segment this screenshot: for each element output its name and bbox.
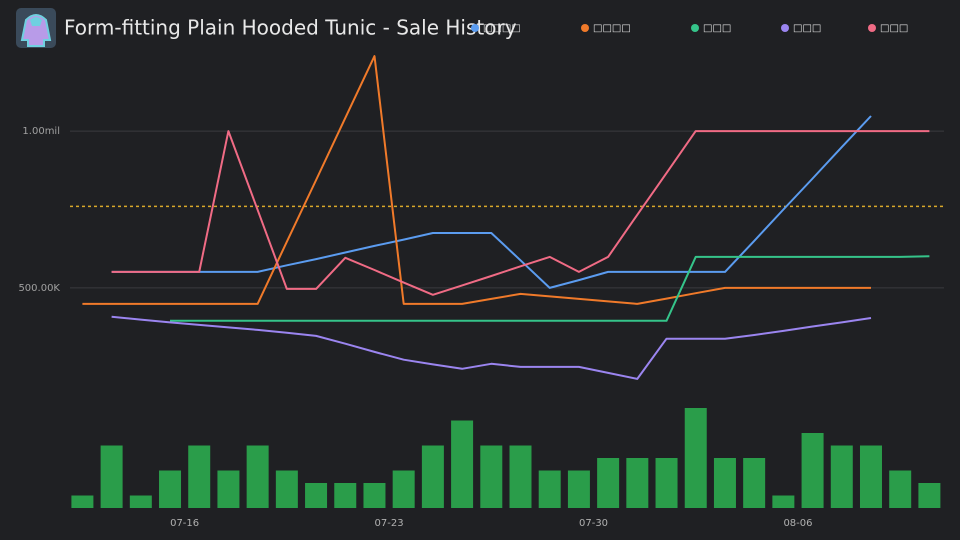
- legend-marker: [691, 24, 699, 32]
- volume-bar: [889, 470, 912, 508]
- volume-bar: [918, 483, 941, 508]
- volume-bar: [655, 458, 678, 508]
- y-tick-label: 500.00K: [18, 283, 60, 294]
- volume-bar: [801, 433, 824, 508]
- volume-bar: [509, 445, 532, 508]
- chart-title: Form-fitting Plain Hooded Tunic - Sale H…: [64, 16, 517, 40]
- volume-bar: [684, 408, 707, 508]
- volume-bar: [743, 458, 766, 508]
- volume-bar: [246, 445, 269, 508]
- x-tick-label: 07-30: [579, 518, 608, 529]
- series-line: [111, 130, 930, 296]
- volume-bar: [71, 495, 94, 508]
- volume-bar: [626, 458, 649, 508]
- volume-bar: [480, 445, 503, 508]
- volume-bar: [392, 470, 415, 508]
- series-line: [82, 55, 871, 305]
- volume-bar: [363, 483, 386, 508]
- legend-marker: [781, 24, 789, 32]
- legend-marker: [868, 24, 876, 32]
- volume-bar: [159, 470, 182, 508]
- x-tick-label: 08-06: [783, 518, 812, 529]
- volume-bar: [538, 470, 561, 508]
- series-line: [170, 255, 930, 322]
- volume-bar: [129, 495, 152, 508]
- item-icon: [16, 8, 56, 48]
- legend-label: □□□: [703, 23, 731, 34]
- volume-bar: [421, 445, 444, 508]
- legend-marker: [581, 24, 589, 32]
- volume-bar: [334, 483, 357, 508]
- x-tick-label: 07-23: [375, 518, 404, 529]
- volume-bar: [772, 495, 795, 508]
- volume-bar: [830, 445, 853, 508]
- volume-bar: [100, 445, 123, 508]
- volume-bar: [597, 458, 620, 508]
- legend-label: □□□□: [483, 23, 521, 34]
- volume-bar: [859, 445, 882, 508]
- volume-bar: [305, 483, 328, 508]
- volume-bar: [275, 470, 298, 508]
- legend-label: □□□: [793, 23, 821, 34]
- legend-marker: [471, 24, 479, 32]
- legend-label: □□□□: [593, 23, 631, 34]
- y-tick-label: 1.00mil: [22, 126, 60, 137]
- volume-bar: [451, 420, 474, 508]
- x-tick-label: 07-16: [170, 518, 199, 529]
- series-line: [111, 115, 872, 289]
- volume-bar: [567, 470, 590, 508]
- volume-bar: [713, 458, 736, 508]
- volume-bar: [217, 470, 240, 508]
- series-line: [111, 315, 872, 380]
- volume-bar: [188, 445, 211, 508]
- legend-label: □□□: [880, 23, 908, 34]
